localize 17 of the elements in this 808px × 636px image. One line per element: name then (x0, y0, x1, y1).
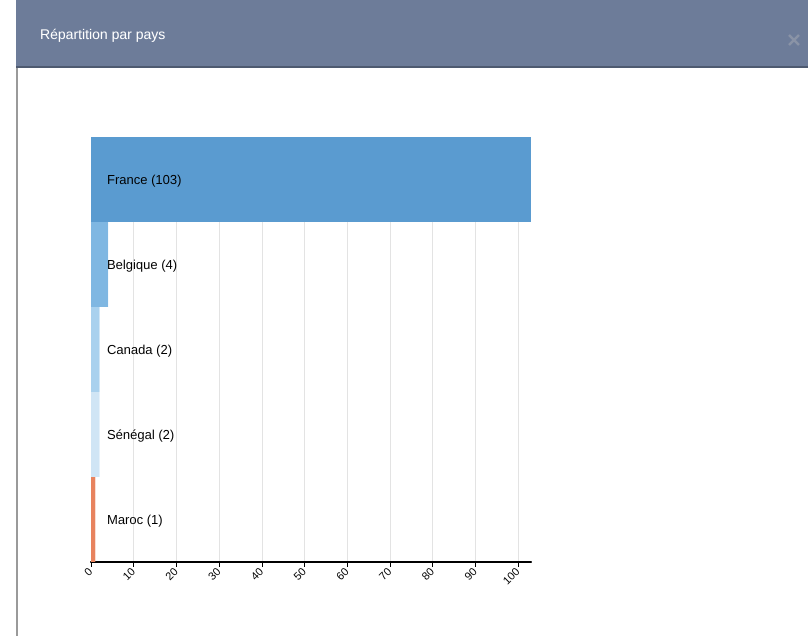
y-tick-label: Canada (2) (107, 342, 172, 357)
y-tick-label: Belgique (4) (107, 257, 178, 272)
y-tick-label: Maroc (1) (107, 512, 163, 527)
x-tick-label: 90 (462, 566, 480, 583)
chart-title: Répartition par pays (40, 26, 166, 42)
y-tick-label: Sénégal (2) (107, 427, 174, 442)
x-tick-label: 10 (120, 566, 138, 583)
y-tick-label: France (103) (107, 172, 182, 187)
x-tick-label: 30 (206, 566, 224, 583)
x-tick-label: 70 (377, 566, 394, 583)
x-tick-label: 50 (292, 566, 309, 583)
x-tick-label: 60 (334, 566, 352, 583)
x-tick-label: 20 (164, 566, 181, 583)
x-tick-label: 100 (500, 566, 522, 588)
x-tick-label: 80 (420, 566, 437, 583)
x-tick-label: 40 (248, 566, 266, 583)
x-tick-label: 0 (82, 566, 96, 579)
